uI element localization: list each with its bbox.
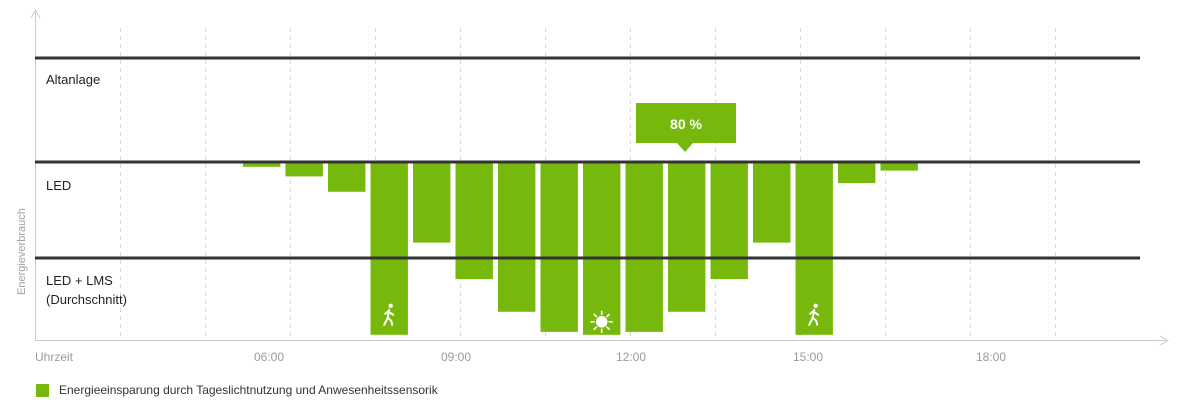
- legend: Energieeinsparung durch Tageslichtnutzun…: [36, 383, 438, 397]
- x-tick-label: 18:00: [975, 350, 1007, 364]
- savings-callout-arrow: [677, 143, 693, 152]
- level-label-led-lms: LED + LMS: [46, 273, 113, 288]
- legend-swatch: [36, 383, 49, 397]
- savings-bar: [413, 162, 451, 243]
- x-tick-label: 15:00: [792, 350, 824, 364]
- savings-bar: [710, 162, 748, 280]
- savings-bar: [668, 162, 706, 312]
- savings-bar: [625, 162, 663, 332]
- savings-bar: [285, 162, 323, 177]
- x-tick-label: 12:00: [615, 350, 647, 364]
- savings-bar: [540, 162, 578, 332]
- level-label-led-lms-sub: (Durchschnitt): [46, 292, 127, 307]
- legend-text: Energieeinsparung durch Tageslichtnutzun…: [59, 383, 438, 397]
- x-tick-label: 09:00: [440, 350, 472, 364]
- savings-bar: [880, 162, 918, 171]
- savings-bar: [583, 162, 621, 335]
- savings-bar: [753, 162, 791, 243]
- level-label-led: LED: [46, 178, 72, 193]
- x-axis-arrow: [1159, 335, 1170, 346]
- walk-icon: [383, 303, 395, 326]
- savings-bar: [498, 162, 536, 312]
- savings-bar: [455, 162, 493, 280]
- savings-callout: 80 %: [636, 103, 736, 143]
- y-axis-arrow: [30, 8, 41, 19]
- x-tick-label: 06:00: [253, 350, 285, 364]
- savings-bar: [328, 162, 366, 192]
- y-axis-label: Energieverbrauch: [16, 208, 28, 295]
- savings-bar: [243, 162, 281, 167]
- savings-bar: [838, 162, 876, 184]
- walk-icon: [808, 303, 820, 326]
- sun-icon: [590, 310, 614, 334]
- x-axis-label: Uhrzeit: [35, 350, 74, 364]
- level-label-altanlage: Altanlage: [46, 72, 101, 87]
